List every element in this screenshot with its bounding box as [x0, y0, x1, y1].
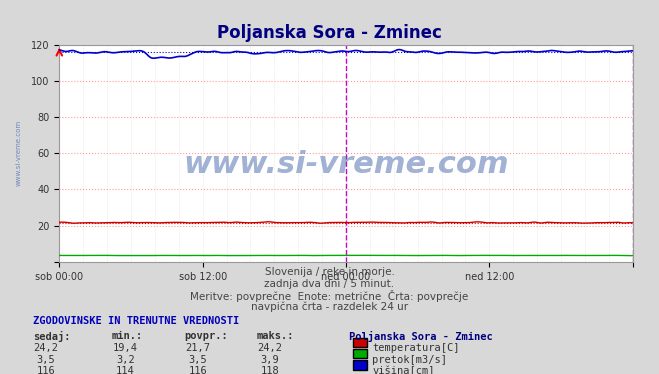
Text: 3,5: 3,5 [188, 355, 207, 365]
Text: 116: 116 [37, 366, 55, 374]
Text: www.si-vreme.com: www.si-vreme.com [16, 120, 22, 186]
Text: 3,2: 3,2 [116, 355, 134, 365]
Text: maks.:: maks.: [257, 331, 295, 341]
Text: sedaj:: sedaj: [33, 331, 71, 342]
Text: višina[cm]: višina[cm] [372, 366, 435, 374]
Text: 21,7: 21,7 [185, 343, 210, 353]
Text: zadnja dva dni / 5 minut.: zadnja dva dni / 5 minut. [264, 279, 395, 289]
Text: temperatura[C]: temperatura[C] [372, 343, 460, 353]
Text: 3,5: 3,5 [37, 355, 55, 365]
Text: Poljanska Sora - Zminec: Poljanska Sora - Zminec [349, 331, 493, 342]
Text: Meritve: povprečne  Enote: metrične  Črta: povprečje: Meritve: povprečne Enote: metrične Črta:… [190, 290, 469, 302]
Text: ZGODOVINSKE IN TRENUTNE VREDNOSTI: ZGODOVINSKE IN TRENUTNE VREDNOSTI [33, 316, 239, 326]
Text: 19,4: 19,4 [113, 343, 138, 353]
Text: 116: 116 [188, 366, 207, 374]
Text: navpična črta - razdelek 24 ur: navpična črta - razdelek 24 ur [251, 301, 408, 312]
Text: 24,2: 24,2 [258, 343, 283, 353]
Text: min.:: min.: [112, 331, 143, 341]
Text: 114: 114 [116, 366, 134, 374]
Text: www.si-vreme.com: www.si-vreme.com [183, 150, 509, 179]
Text: 3,9: 3,9 [261, 355, 279, 365]
Text: pretok[m3/s]: pretok[m3/s] [372, 355, 447, 365]
Text: 118: 118 [261, 366, 279, 374]
Text: Slovenija / reke in morje.: Slovenija / reke in morje. [264, 267, 395, 278]
Text: povpr.:: povpr.: [185, 331, 228, 341]
Text: 24,2: 24,2 [34, 343, 59, 353]
Text: Poljanska Sora - Zminec: Poljanska Sora - Zminec [217, 24, 442, 42]
